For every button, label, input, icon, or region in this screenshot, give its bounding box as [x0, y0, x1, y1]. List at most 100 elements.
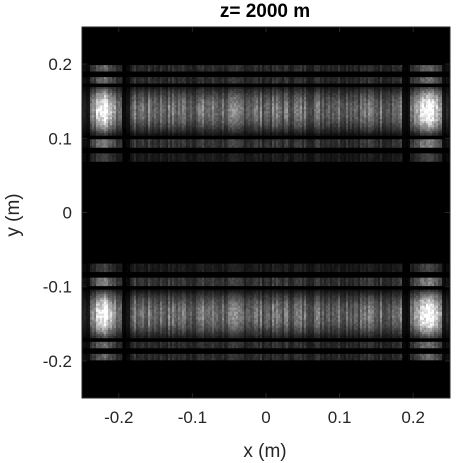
- heatmap-cell: [314, 121, 317, 124]
- heatmap-cell: [318, 69, 321, 72]
- heatmap-cell: [222, 125, 225, 128]
- heatmap-cell: [192, 121, 195, 124]
- heatmap-cell: [84, 127, 87, 130]
- heatmap-cell: [314, 125, 317, 128]
- heatmap-cell: [358, 89, 361, 92]
- heatmap-cell: [94, 109, 97, 112]
- heatmap-cell: [264, 115, 267, 118]
- heatmap-cell: [294, 105, 297, 108]
- heatmap-cell: [426, 105, 429, 108]
- heatmap-cell: [378, 115, 381, 118]
- heatmap-cell: [88, 99, 91, 102]
- heatmap-cell: [292, 117, 295, 120]
- heatmap-cell: [426, 69, 429, 72]
- heatmap-cell: [440, 125, 443, 128]
- heatmap-cell: [380, 119, 383, 122]
- heatmap-cell: [434, 109, 437, 112]
- heatmap-cell: [242, 117, 245, 120]
- heatmap-cell: [358, 93, 361, 96]
- heatmap-cell: [288, 87, 291, 90]
- heatmap-cell: [146, 89, 149, 92]
- heatmap-cell: [268, 95, 271, 98]
- heatmap-cell: [324, 95, 327, 98]
- heatmap-cell: [390, 107, 393, 110]
- heatmap-cell: [244, 87, 247, 90]
- heatmap-cell: [138, 89, 141, 92]
- heatmap-cell: [350, 87, 353, 90]
- heatmap-cell: [288, 93, 291, 96]
- heatmap-cell: [228, 107, 231, 110]
- heatmap-cell: [254, 69, 257, 72]
- heatmap-cell: [268, 97, 271, 100]
- heatmap-cell: [340, 103, 343, 106]
- heatmap-cell: [336, 97, 339, 100]
- heatmap-cell: [174, 81, 177, 84]
- heatmap-cell: [148, 125, 151, 128]
- heatmap-cell: [212, 123, 215, 126]
- heatmap-cell: [130, 103, 133, 106]
- heatmap-cell: [164, 117, 167, 120]
- heatmap-cell: [206, 65, 209, 68]
- heatmap-cell: [234, 109, 237, 112]
- heatmap-cell: [164, 121, 167, 124]
- heatmap-cell: [92, 127, 95, 130]
- heatmap-cell: [126, 111, 129, 114]
- heatmap-cell: [432, 125, 435, 128]
- heatmap-cell: [118, 121, 121, 124]
- heatmap-cell: [388, 101, 391, 104]
- heatmap-cell: [386, 89, 389, 92]
- heatmap-cell: [436, 89, 439, 92]
- heatmap-cell: [116, 69, 119, 72]
- heatmap-cell: [398, 79, 401, 82]
- heatmap-cell: [122, 93, 125, 96]
- heatmap-cell: [164, 125, 167, 128]
- heatmap-cell: [336, 103, 339, 106]
- heatmap-cell: [160, 113, 163, 116]
- heatmap-cell: [374, 93, 377, 96]
- heatmap-cell: [262, 97, 265, 100]
- heatmap-cell: [232, 77, 235, 80]
- heatmap-cell: [120, 67, 123, 70]
- heatmap-cell: [316, 89, 319, 92]
- heatmap-cell: [104, 65, 107, 68]
- heatmap-cell: [96, 87, 99, 90]
- heatmap-cell: [142, 91, 145, 94]
- heatmap-cell: [322, 125, 325, 128]
- heatmap-cell: [304, 111, 307, 114]
- heatmap-cell: [166, 91, 169, 94]
- heatmap-cell: [146, 101, 149, 104]
- heatmap-cell: [300, 69, 303, 72]
- heatmap-cell: [234, 79, 237, 82]
- heatmap-cell: [280, 103, 283, 106]
- heatmap-cell: [312, 95, 315, 98]
- heatmap-cell: [96, 99, 99, 102]
- heatmap-cell: [304, 127, 307, 130]
- heatmap-cell: [426, 107, 429, 110]
- heatmap-cell: [364, 119, 367, 122]
- heatmap-cell: [406, 117, 409, 120]
- heatmap-cell: [166, 111, 169, 114]
- heatmap-cell: [262, 107, 265, 110]
- heatmap-cell: [134, 123, 137, 126]
- heatmap-cell: [252, 127, 255, 130]
- heatmap-cell: [176, 101, 179, 104]
- heatmap-cell: [290, 105, 293, 108]
- heatmap-cell: [104, 121, 107, 124]
- heatmap-cell: [424, 127, 427, 130]
- heatmap-cell: [362, 65, 365, 68]
- heatmap-cell: [322, 89, 325, 92]
- heatmap-cell: [88, 69, 91, 72]
- heatmap-cell: [294, 79, 297, 82]
- heatmap-cell: [94, 97, 97, 100]
- heatmap-cell: [342, 123, 345, 126]
- heatmap-cell: [314, 117, 317, 120]
- heatmap-cell: [374, 81, 377, 84]
- heatmap-cell: [202, 113, 205, 116]
- heatmap-cell: [122, 123, 125, 126]
- heatmap-cell: [94, 107, 97, 110]
- heatmap-cell: [366, 91, 369, 94]
- heatmap-cell: [418, 99, 421, 102]
- heatmap-cell: [158, 91, 161, 94]
- heatmap-cell: [108, 69, 111, 72]
- heatmap-cell: [212, 121, 215, 124]
